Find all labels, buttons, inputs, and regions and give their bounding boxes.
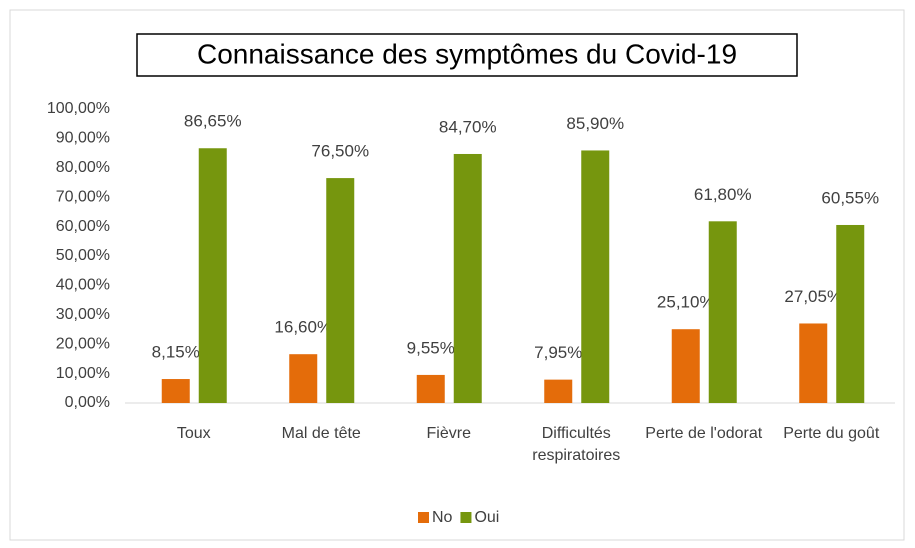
- x-tick-label: Fièvre: [426, 425, 471, 442]
- bar: [544, 379, 573, 403]
- legend-swatch: [418, 512, 429, 523]
- bar: [671, 329, 700, 403]
- legend-label: Oui: [474, 509, 499, 526]
- data-label: 16,60%: [274, 318, 332, 337]
- data-label: 86,65%: [184, 112, 242, 131]
- legend-label: No: [432, 509, 453, 526]
- bar: [198, 148, 227, 403]
- data-label: 60,55%: [821, 188, 879, 207]
- bar: [836, 224, 865, 403]
- y-tick-label: 20,00%: [56, 335, 110, 352]
- x-tick-label: Mal de tête: [281, 425, 361, 442]
- y-tick-label: 90,00%: [56, 130, 110, 147]
- y-tick-label: 50,00%: [56, 247, 110, 264]
- chart-title: Connaissance des symptômes du Covid-19: [197, 38, 737, 69]
- y-tick-label: 70,00%: [56, 188, 110, 205]
- bar: [161, 379, 190, 403]
- bar: [708, 221, 737, 403]
- data-label: 84,70%: [439, 117, 497, 136]
- x-tick-label: Perte du goût: [783, 425, 880, 442]
- bar: [453, 153, 482, 403]
- x-tick-label: Difficultés respiratoires: [532, 425, 621, 464]
- data-label: 8,15%: [152, 343, 200, 362]
- y-tick-label: 30,00%: [56, 306, 110, 323]
- y-tick-label: 100,00%: [47, 100, 110, 117]
- bar: [326, 178, 355, 403]
- data-label: 61,80%: [694, 185, 752, 204]
- y-tick-label: 0,00%: [65, 394, 110, 411]
- data-label: 7,95%: [534, 343, 582, 362]
- bar: [581, 150, 610, 403]
- data-label: 27,05%: [784, 287, 842, 306]
- data-label: 9,55%: [407, 338, 455, 357]
- y-tick-label: 40,00%: [56, 277, 110, 294]
- bar: [799, 323, 828, 403]
- x-tick-label: Perte de l'odorat: [645, 425, 763, 442]
- x-tick-label: Toux: [176, 425, 211, 442]
- y-tick-label: 80,00%: [56, 159, 110, 176]
- legend-swatch: [460, 512, 472, 523]
- bar: [289, 354, 318, 403]
- y-tick-label: 10,00%: [56, 365, 110, 382]
- data-label: 25,10%: [657, 293, 715, 312]
- y-tick-label: 60,00%: [56, 218, 110, 235]
- data-label: 85,90%: [566, 114, 624, 133]
- data-label: 76,50%: [311, 142, 369, 161]
- bar: [416, 374, 445, 403]
- title-box: [136, 33, 798, 77]
